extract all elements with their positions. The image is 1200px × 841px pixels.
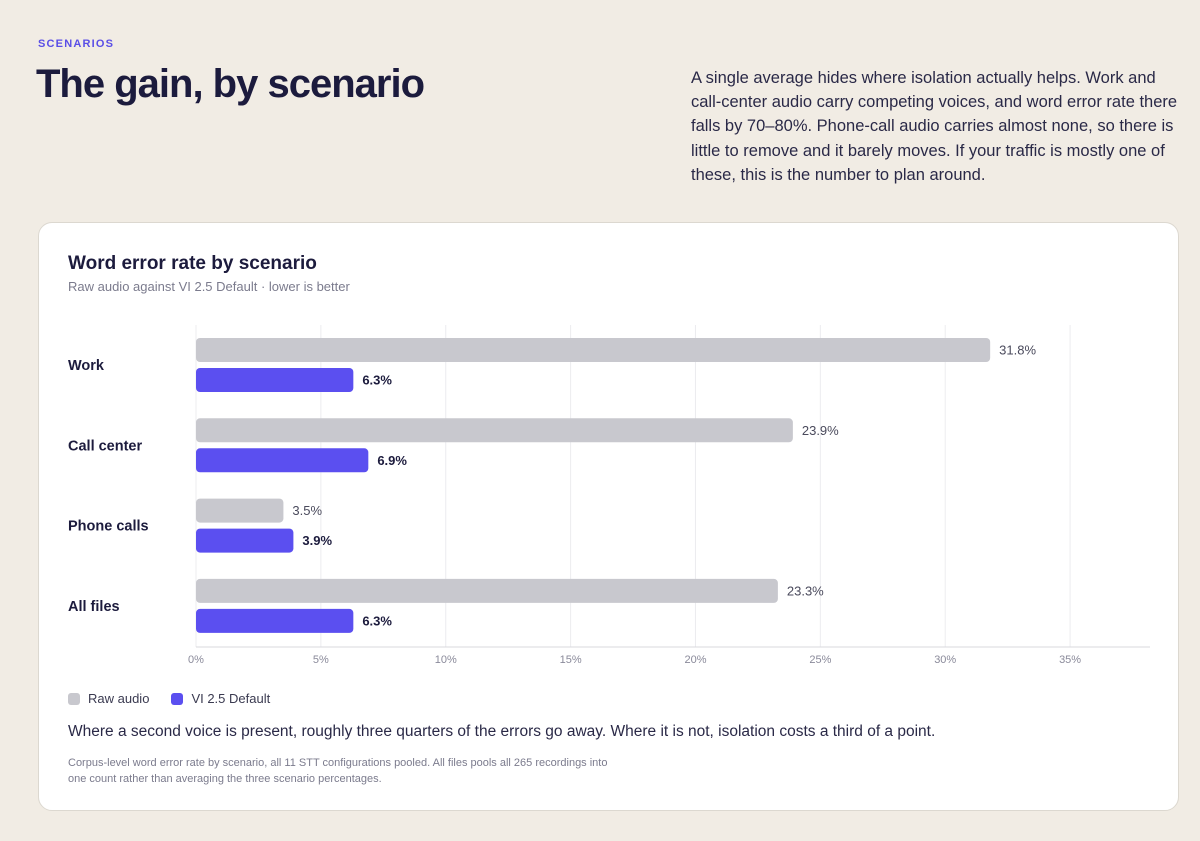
x-tick-label-35: 35% [1059,654,1081,666]
data-label-vi-all-files: 6.3% [362,613,392,628]
x-tick-label-20: 20% [684,654,706,666]
bar-vi-all-files [196,608,354,633]
legend-item-raw: Raw audio [68,691,149,706]
data-label-vi-work: 6.3% [362,373,392,388]
data-label-vi-call-center: 6.9% [377,453,407,468]
legend-swatch-vi [171,692,184,705]
chart-title: Word error rate by scenario [68,253,317,274]
legend-label-raw: Raw audio [88,691,150,706]
x-tick-label-0: 0% [188,654,204,666]
legend-item-vi: VI 2.5 Default [171,691,270,706]
category-label-work: Work [68,358,105,374]
category-label-phone-calls: Phone calls [68,519,149,535]
bar-vi-phone-calls [196,528,294,553]
data-label-raw-phone-calls: 3.5% [292,503,322,518]
legend-label-vi: VI 2.5 Default [191,691,271,706]
data-label-raw-work: 31.8% [999,343,1036,358]
chart-takeaway: Where a second voice is present, roughly… [68,723,936,740]
chart-legend: Raw audio VI 2.5 Default [68,691,270,706]
bar-vi-call-center [196,448,369,473]
bar-vi-work [196,368,354,392]
x-tick-label-30: 30% [934,654,956,666]
chart-footnote: Corpus-level word error rate by scenario… [68,757,608,785]
category-label-all-files: All files [68,599,120,615]
category-label-call-center: Call center [68,438,142,454]
x-tick-label-10: 10% [435,654,457,666]
bar-raw-call-center [196,418,793,443]
data-label-raw-call-center: 23.9% [802,423,839,438]
bar-chart: 0% 5% 10% 15% 20% 25% 30% 35% Work 31.8% 6.3% Call … [68,325,1150,666]
chart-subtitle: Raw audio against VI 2.5 Default · lower… [68,279,350,294]
section-eyebrow: SCENARIOS [38,38,115,50]
x-tick-label-25: 25% [809,654,831,666]
legend-swatch-raw [68,692,80,705]
data-label-raw-all-files: 23.3% [787,583,824,598]
chart-card: Word error rate by scenario Raw audio ag… [38,222,1179,811]
intro-paragraph: A single average hides where isolation a… [691,69,1178,184]
bar-raw-all-files [196,578,778,603]
bar-raw-phone-calls [196,498,284,523]
page-title: The gain, by scenario [36,62,425,106]
data-label-vi-phone-calls: 3.9% [302,533,332,548]
x-tick-label-15: 15% [560,654,582,666]
x-tick-label-5: 5% [313,654,329,666]
bar-raw-work [196,338,991,362]
